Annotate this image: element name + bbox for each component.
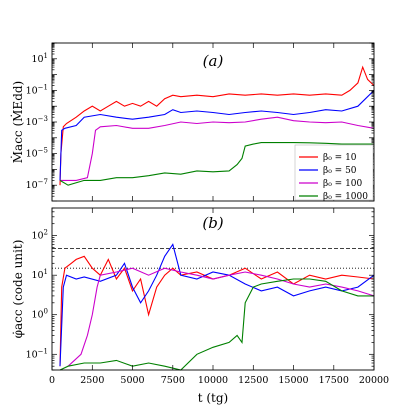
xtick-label: 2500 [80, 375, 104, 386]
panel-b-label: (b) [202, 214, 223, 232]
panel-b-yticks: 102 101 100 10−1 [26, 207, 374, 371]
ytick-label: 101 [31, 52, 48, 65]
panel-a-series-10 [59, 65, 375, 186]
xtick-label: 17500 [319, 375, 349, 386]
ytick-label: 10−7 [26, 178, 48, 191]
panel-a-legend: β₀ = 10 β₀ = 50 β₀ = 100 β₀ = 1000 [294, 144, 374, 202]
xtick-label: 20000 [359, 375, 389, 386]
panel-b-series-50 [59, 243, 375, 367]
ytick-label: 10−3 [26, 115, 48, 128]
ytick-label: 102 [31, 229, 48, 242]
panel-b-xlabel: t (tg) [198, 391, 229, 405]
legend-label-10: β₀ = 10 [323, 153, 357, 163]
ytick-label: 101 [31, 268, 48, 281]
legend-label-100: β₀ = 100 [323, 179, 363, 189]
panel-a-xticks [51, 43, 375, 201]
xtick-label: 10000 [198, 375, 228, 386]
xtick-label: 15000 [278, 375, 308, 386]
legend-label-1000: β₀ = 1000 [323, 192, 368, 202]
panel-a-label: (a) [203, 52, 224, 70]
ytick-label: 10−1 [26, 347, 48, 360]
panel-a-series-50 [59, 90, 375, 181]
xtick-label: 5000 [120, 375, 144, 386]
panel-b-series-100 [67, 267, 375, 367]
ytick-label: 10−1 [26, 83, 48, 96]
panel-b: 102 101 100 10−1 0 2500 5000 7500 10000 12500 150… [11, 207, 389, 405]
panel-b-xticks: 0 2500 5000 7500 10000 12500 15000 17500 20000 [49, 208, 389, 386]
panel-b-series-1000 [59, 278, 374, 371]
xtick-label: 12500 [238, 375, 268, 386]
legend-frame [294, 144, 374, 201]
panel-b-series-10 [59, 255, 375, 367]
ytick-label: 100 [31, 308, 48, 321]
panel-a-series-100 [60, 116, 375, 181]
panel-b-series [59, 243, 375, 371]
legend-label-50: β₀ = 50 [323, 166, 357, 176]
panel-a-ylabel: Ṁacc (ṀEdd) [10, 81, 25, 163]
panel-b-ylabel: φ̇acc (code unit) [11, 240, 25, 339]
xtick-label: 0 [49, 375, 55, 386]
panel-a-series-1000 [59, 142, 374, 186]
ytick-label: 10−5 [26, 147, 48, 160]
panel-a-series [59, 65, 375, 186]
xtick-label: 7500 [161, 375, 185, 386]
panel-a: 101 10−1 10−3 10−5 10−7 (a) Ṁacc (ṀEdd) β₀ =… [10, 42, 375, 202]
panel-a-yticks: 101 10−1 10−3 10−5 10−7 [26, 42, 374, 202]
